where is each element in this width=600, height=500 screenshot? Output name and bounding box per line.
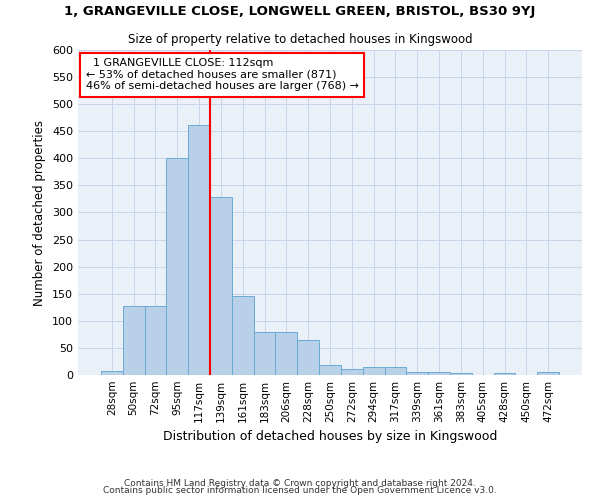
Bar <box>254 332 275 375</box>
Bar <box>210 198 232 375</box>
Bar <box>537 372 559 375</box>
Bar <box>428 372 450 375</box>
Text: Contains HM Land Registry data © Crown copyright and database right 2024.: Contains HM Land Registry data © Crown c… <box>124 478 476 488</box>
Bar <box>232 296 254 375</box>
Bar <box>319 365 341 375</box>
Bar <box>166 158 188 375</box>
X-axis label: Distribution of detached houses by size in Kingswood: Distribution of detached houses by size … <box>163 430 497 444</box>
Text: Size of property relative to detached houses in Kingswood: Size of property relative to detached ho… <box>128 32 472 46</box>
Bar <box>145 306 166 375</box>
Bar <box>363 367 385 375</box>
Bar <box>188 124 210 375</box>
Text: Contains public sector information licensed under the Open Government Licence v3: Contains public sector information licen… <box>103 486 497 495</box>
Bar <box>275 332 297 375</box>
Bar <box>297 340 319 375</box>
Bar <box>406 372 428 375</box>
Bar <box>385 367 406 375</box>
Text: 1, GRANGEVILLE CLOSE, LONGWELL GREEN, BRISTOL, BS30 9YJ: 1, GRANGEVILLE CLOSE, LONGWELL GREEN, BR… <box>64 5 536 18</box>
Text: 1 GRANGEVILLE CLOSE: 112sqm
← 53% of detached houses are smaller (871)
46% of se: 1 GRANGEVILLE CLOSE: 112sqm ← 53% of det… <box>86 58 359 92</box>
Y-axis label: Number of detached properties: Number of detached properties <box>34 120 46 306</box>
Bar <box>101 370 123 375</box>
Bar <box>450 373 472 375</box>
Bar <box>494 373 515 375</box>
Bar <box>341 368 363 375</box>
Bar <box>123 306 145 375</box>
